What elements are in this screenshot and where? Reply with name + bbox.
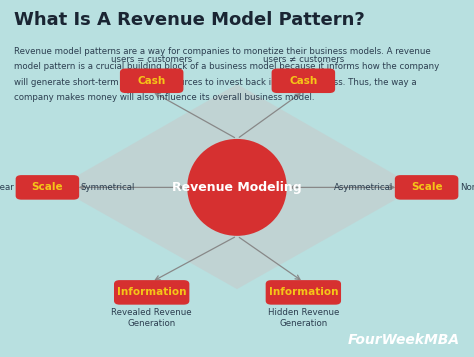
Text: Revenue Modeling: Revenue Modeling bbox=[172, 181, 302, 194]
Text: Information: Information bbox=[117, 287, 186, 297]
Ellipse shape bbox=[187, 139, 287, 236]
Text: company makes money will also influence its overall business model.: company makes money will also influence … bbox=[14, 94, 315, 102]
Text: will generate short-term financial resources to invest back into the business. T: will generate short-term financial resou… bbox=[14, 78, 417, 87]
Text: Linear: Linear bbox=[0, 183, 14, 192]
Text: Scale: Scale bbox=[32, 182, 63, 192]
Text: users ≠ customers: users ≠ customers bbox=[263, 55, 344, 64]
Text: Hidden Revenue
Generation: Hidden Revenue Generation bbox=[268, 308, 339, 328]
Text: Asymmetrical: Asymmetrical bbox=[334, 183, 393, 192]
Text: Scale: Scale bbox=[411, 182, 442, 192]
Text: Non-Linear: Non-Linear bbox=[460, 183, 474, 192]
Polygon shape bbox=[57, 84, 417, 289]
Text: What Is A Revenue Model Pattern?: What Is A Revenue Model Pattern? bbox=[14, 11, 365, 29]
FancyBboxPatch shape bbox=[265, 280, 341, 305]
Text: Revenue model patterns are a way for companies to monetize their business models: Revenue model patterns are a way for com… bbox=[14, 47, 431, 56]
FancyBboxPatch shape bbox=[114, 280, 189, 305]
Text: Symmetrical: Symmetrical bbox=[81, 183, 135, 192]
Text: Revealed Revenue
Generation: Revealed Revenue Generation bbox=[111, 308, 192, 328]
Text: Cash: Cash bbox=[289, 76, 318, 86]
FancyBboxPatch shape bbox=[120, 69, 183, 93]
FancyBboxPatch shape bbox=[272, 69, 335, 93]
Text: Information: Information bbox=[269, 287, 338, 297]
Text: model pattern is a crucial building block of a business model because it informs: model pattern is a crucial building bloc… bbox=[14, 62, 439, 71]
FancyBboxPatch shape bbox=[395, 175, 458, 200]
Text: FourWeekMBA: FourWeekMBA bbox=[347, 333, 460, 347]
Text: Cash: Cash bbox=[137, 76, 166, 86]
Text: users = customers: users = customers bbox=[111, 55, 192, 64]
FancyBboxPatch shape bbox=[16, 175, 79, 200]
